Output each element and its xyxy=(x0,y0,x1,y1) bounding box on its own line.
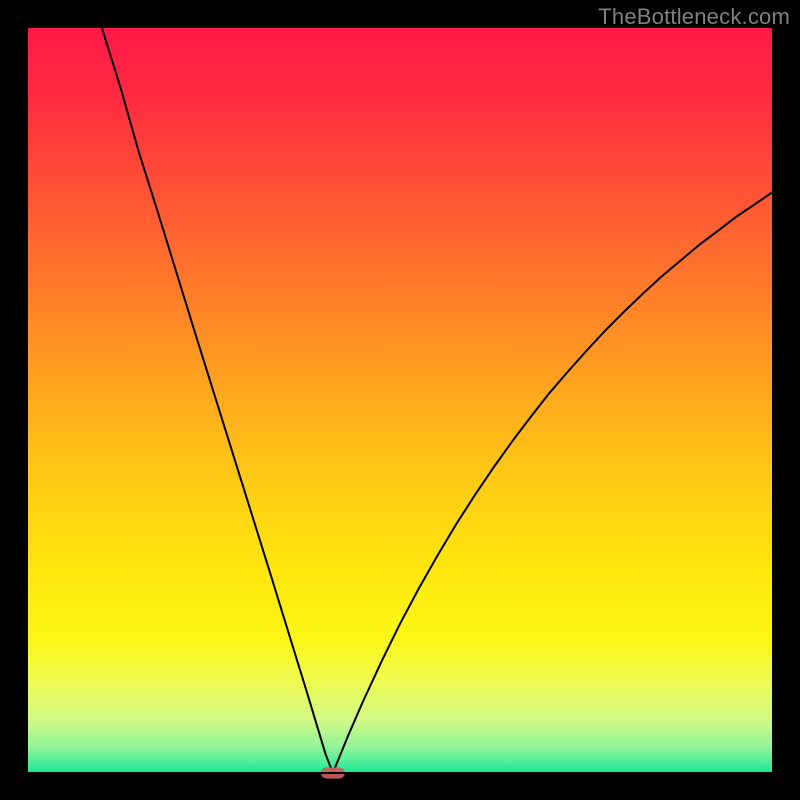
chart-stage: TheBottleneck.com xyxy=(0,0,800,800)
chart-background-gradient xyxy=(27,27,773,773)
bottleneck-chart xyxy=(0,0,800,800)
